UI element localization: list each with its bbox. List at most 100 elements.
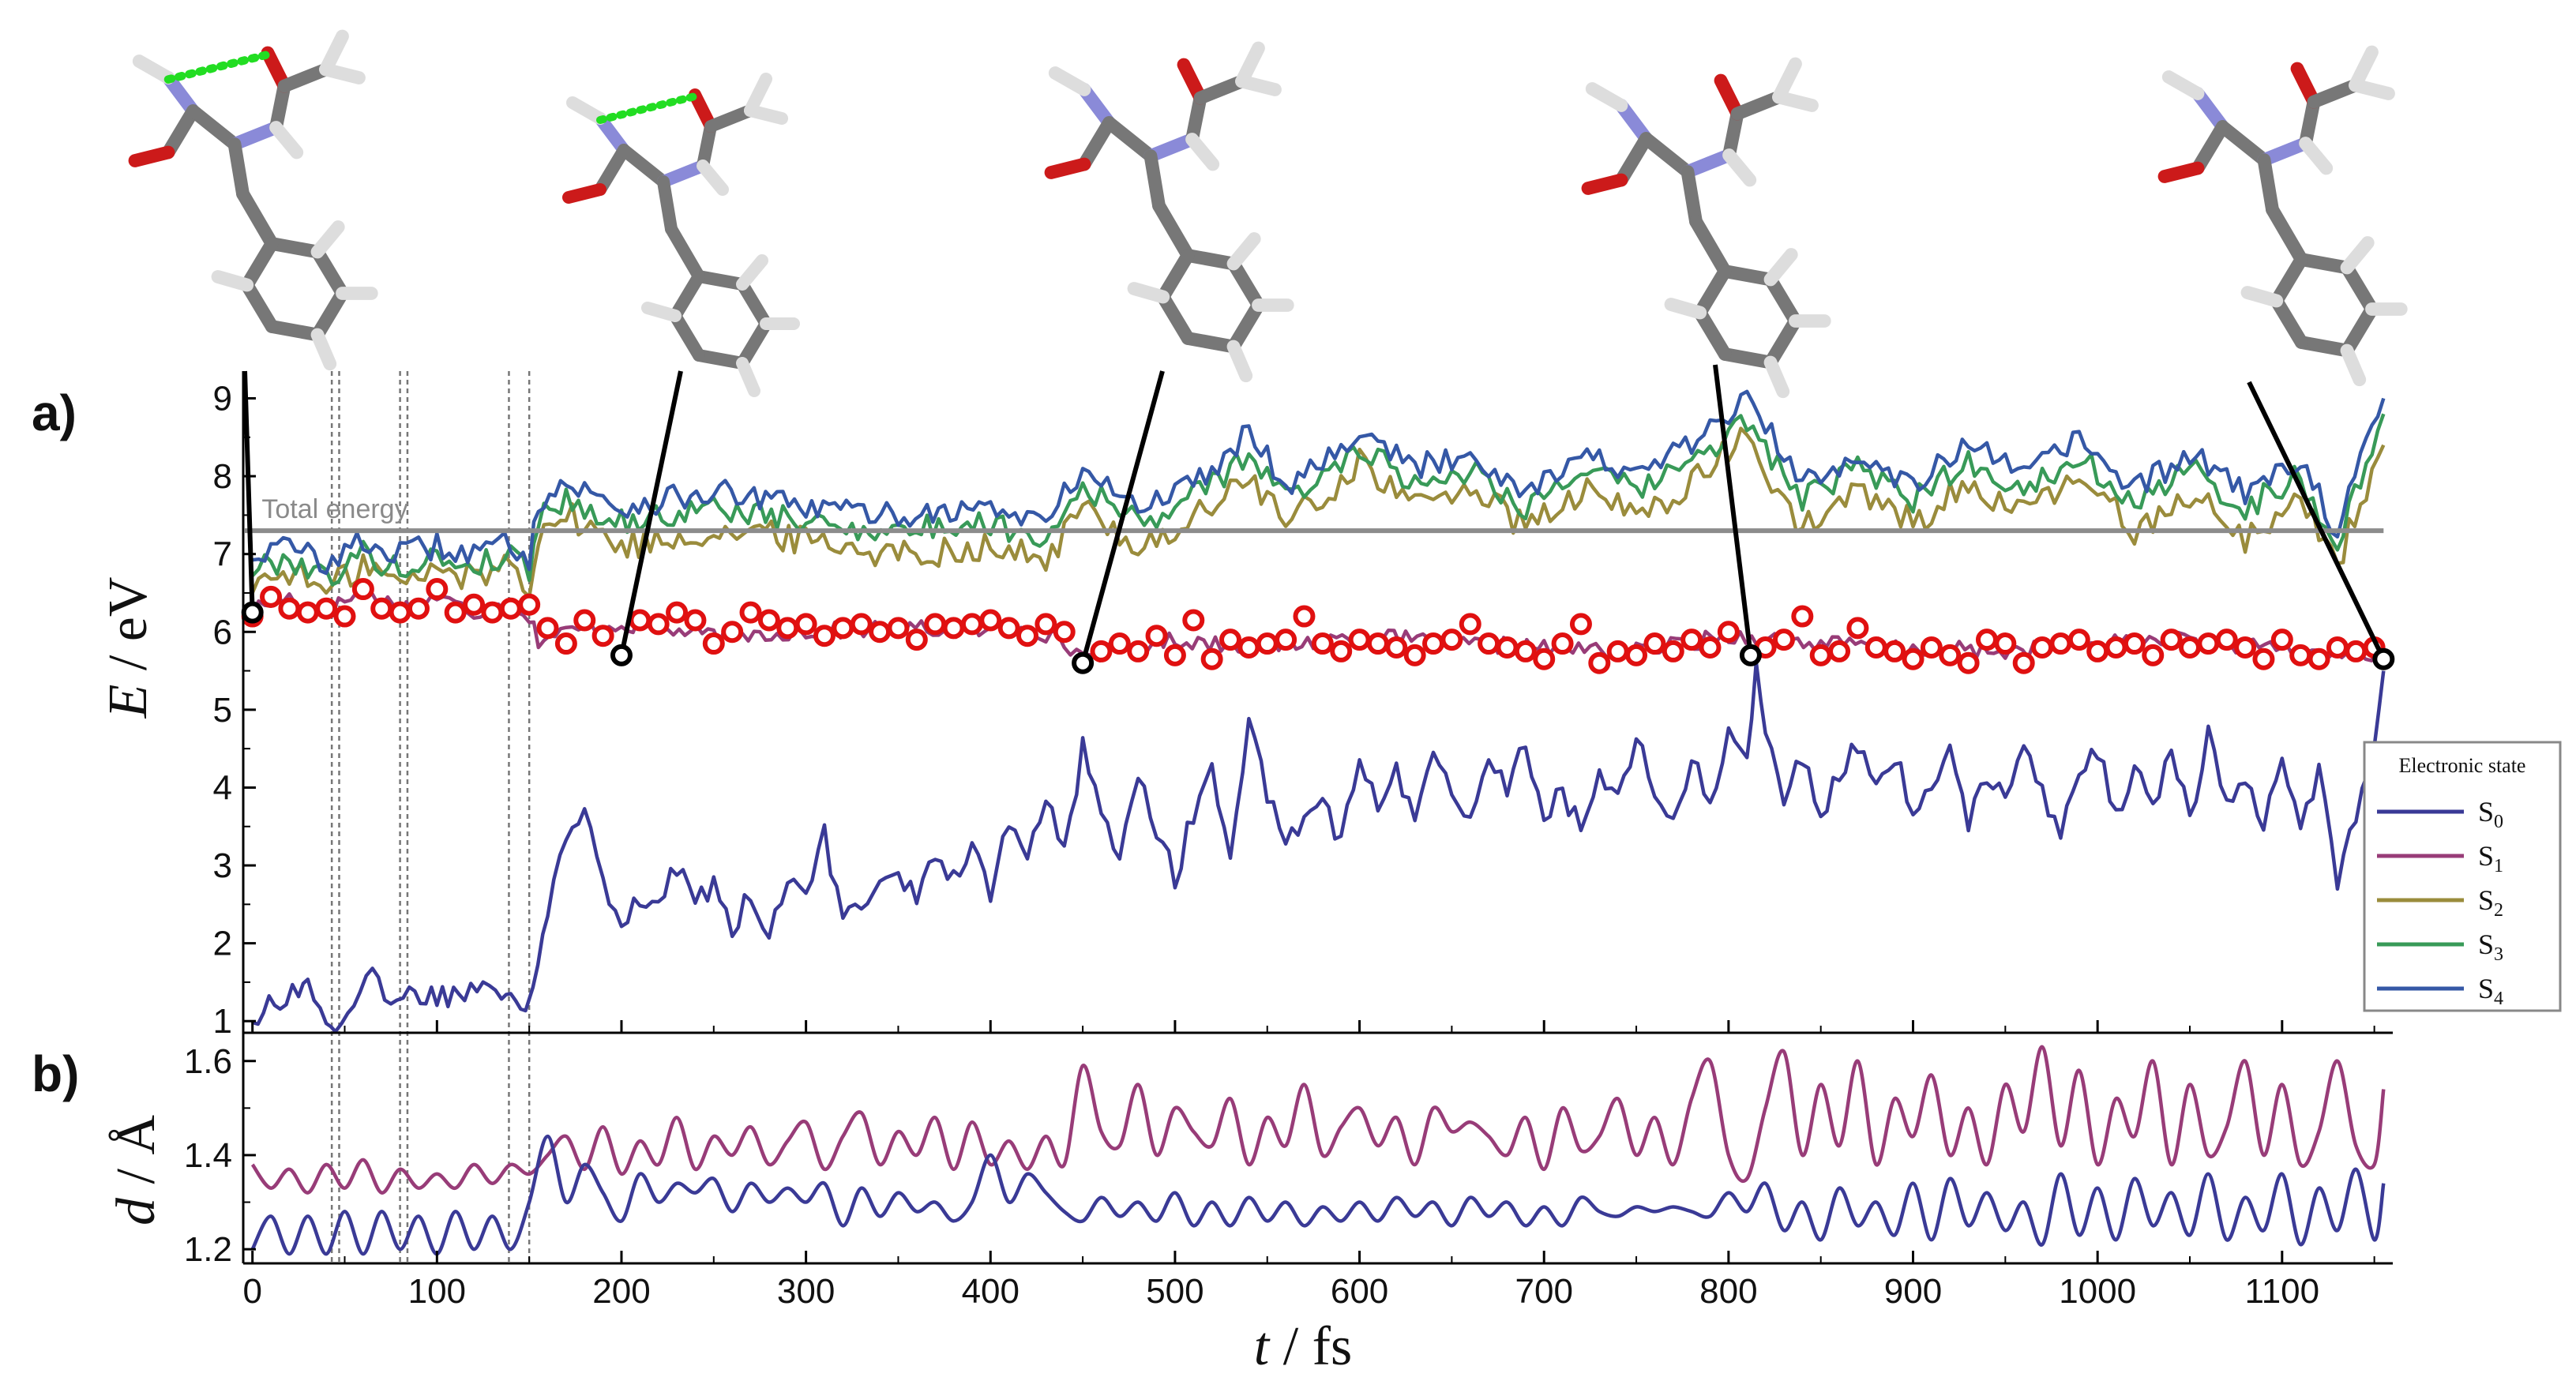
molecule-bond	[1226, 340, 1253, 383]
molecule-bond	[2191, 87, 2229, 133]
active-state-marker	[2326, 636, 2349, 659]
active-state-marker	[1920, 636, 1943, 659]
energy-axis-title: E / eV	[98, 577, 159, 719]
active-state-marker	[1090, 640, 1113, 662]
active-state-marker	[2178, 636, 2201, 659]
active-state-marker	[1256, 632, 1279, 655]
time-x-tick-label: 200	[592, 1272, 650, 1311]
molecule-bond	[236, 187, 279, 250]
active-state-marker	[1772, 629, 1795, 651]
distance-y-tick-label: 1.4	[184, 1136, 232, 1175]
active-state-marker	[1127, 640, 1150, 662]
molecule-bond	[1102, 116, 1158, 163]
active-state-marker	[1883, 640, 1906, 662]
active-state-marker	[1514, 640, 1537, 662]
active-state-marker	[2160, 629, 2183, 651]
molecule-snapshot-5	[2157, 45, 2408, 387]
molecule-bond	[1693, 265, 1732, 320]
active-state-marker	[333, 605, 356, 628]
active-state-marker	[591, 625, 614, 647]
molecule-bond	[269, 121, 304, 159]
active-state-marker	[1200, 647, 1223, 670]
active-state-marker	[1275, 629, 1297, 651]
active-state-marker	[666, 601, 689, 624]
active-state-marker	[1293, 605, 1316, 628]
active-state-marker	[1182, 609, 1205, 632]
hydrogen-bond	[596, 92, 699, 124]
series-line-s4	[252, 389, 2386, 576]
active-state-marker	[757, 609, 780, 632]
active-state-marker	[2270, 629, 2293, 651]
energy-y-tick-label: 7	[213, 535, 232, 574]
active-state-marker	[463, 593, 486, 616]
molecule-bond	[2349, 78, 2395, 100]
active-state-marker	[1459, 613, 1481, 636]
molecule-bond	[1680, 148, 1736, 178]
distance-series	[250, 1045, 2386, 1256]
active-state-marker	[1662, 640, 1684, 662]
molecule-bond	[1581, 173, 1628, 195]
molecule-bond	[2240, 286, 2284, 308]
molecule-bond	[1226, 298, 1265, 354]
energy-axes: 1 2 3 4 5 6 7 8 9	[213, 371, 2393, 1041]
active-state-marker	[739, 601, 762, 624]
active-state-marker	[1145, 625, 1168, 647]
active-state-marker	[813, 625, 836, 647]
active-state-marker	[278, 597, 301, 620]
active-state-marker	[1311, 632, 1334, 655]
hop-lines	[330, 371, 531, 1263]
active-state-markers	[241, 578, 2386, 674]
hydrogen-bond	[163, 50, 272, 84]
energy-y-tick-label: 2	[213, 925, 232, 963]
energy-y-tick-label: 8	[213, 457, 232, 496]
molecule-bond	[1143, 133, 1199, 163]
molecule-bond	[265, 237, 325, 259]
active-state-marker	[1385, 636, 1408, 659]
active-state-marker	[629, 609, 652, 632]
legend-title: Electronic state	[2399, 754, 2526, 777]
active-state-marker	[407, 597, 430, 620]
molecule-bond	[2216, 120, 2271, 167]
molecule-bond	[2340, 236, 2375, 275]
active-state-marker	[1994, 632, 2017, 655]
active-state-marker	[554, 632, 577, 655]
molecule-bond	[1048, 66, 1091, 96]
active-state-marker	[426, 578, 449, 601]
molecule-bond	[1143, 149, 1166, 212]
active-state-marker	[370, 597, 393, 620]
snapshot-connector	[242, 370, 255, 613]
legend-label-s0: S0	[2478, 796, 2503, 832]
active-state-marker	[1366, 632, 1389, 655]
active-state-marker	[2123, 632, 2146, 655]
active-state-marker	[1330, 640, 1353, 662]
active-state-marker	[1551, 632, 1574, 655]
time-x-tick-label: 600	[1331, 1272, 1388, 1311]
distance-panel: 1.2 1.4 1.6 0 100 200 300 400 500 600 700 800 900 100…	[106, 1033, 2393, 1311]
active-state-marker	[1864, 636, 1887, 659]
time-x-tick-label: 0	[242, 1272, 261, 1311]
molecule-bond	[240, 278, 279, 333]
molecule-bond	[319, 62, 366, 84]
snapshot-marker	[1739, 644, 1762, 666]
active-state-marker	[2067, 629, 2090, 651]
molecule-bond	[1193, 74, 1249, 105]
active-state-marker	[1975, 629, 1998, 651]
molecule-bond	[269, 79, 291, 134]
active-state-marker	[1809, 644, 1832, 666]
active-state-marker	[979, 609, 1002, 632]
series-line-s0	[252, 660, 2386, 1034]
molecule-bond	[2270, 294, 2308, 349]
active-state-marker	[905, 629, 928, 651]
molecule-bond	[310, 328, 337, 371]
molecule-bond	[186, 104, 242, 151]
molecule-bond	[1680, 165, 1703, 228]
energy-y-tick-label: 5	[213, 691, 232, 730]
active-state-marker	[1828, 640, 1851, 662]
molecule-bond	[2340, 261, 2379, 316]
molecule-bond	[693, 349, 749, 370]
active-state-marker	[260, 585, 283, 608]
molecule-bond	[1156, 249, 1195, 304]
molecule-bond	[1718, 347, 1778, 370]
molecule-bond	[2340, 343, 2367, 387]
snapshot-marker	[1072, 651, 1095, 674]
